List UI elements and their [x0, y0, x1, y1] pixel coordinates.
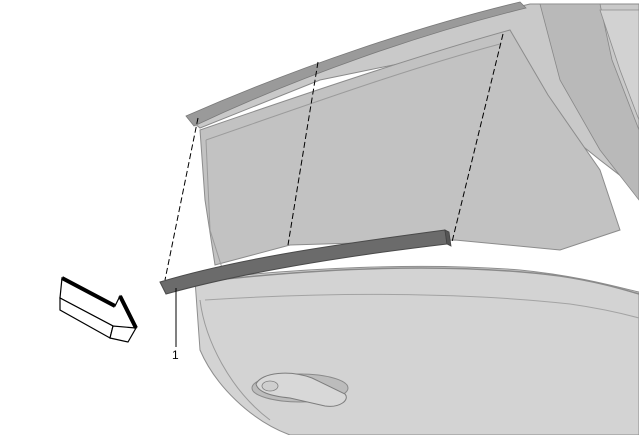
- door-handle-grip: [255, 372, 347, 407]
- weatherstrip-end-cap: [444, 229, 452, 247]
- door-handle: [251, 372, 349, 407]
- callout-label-1: 1: [172, 348, 179, 362]
- door-belt-line: [197, 267, 639, 295]
- door-lock-cylinder: [261, 380, 279, 392]
- guide-line-1: [164, 117, 199, 281]
- door-shoulder-crease: [204, 293, 639, 319]
- lower-door-panel: [194, 265, 639, 435]
- rear-frame-line: [205, 139, 223, 269]
- installation-guide-lines: [164, 33, 504, 281]
- door-window-glass: [199, 29, 621, 266]
- window-inner-frame: [205, 43, 501, 141]
- front-window-edge: [599, 9, 639, 121]
- door-rear-edge: [199, 299, 271, 421]
- roof-rail: [185, 1, 527, 127]
- door-illustration: [185, 1, 639, 435]
- direction-arrow-icon: [59, 276, 138, 343]
- direction-arrow-bold-edge: [61, 276, 138, 329]
- guide-line-2: [287, 61, 319, 246]
- direction-arrow-front-face: [109, 325, 137, 343]
